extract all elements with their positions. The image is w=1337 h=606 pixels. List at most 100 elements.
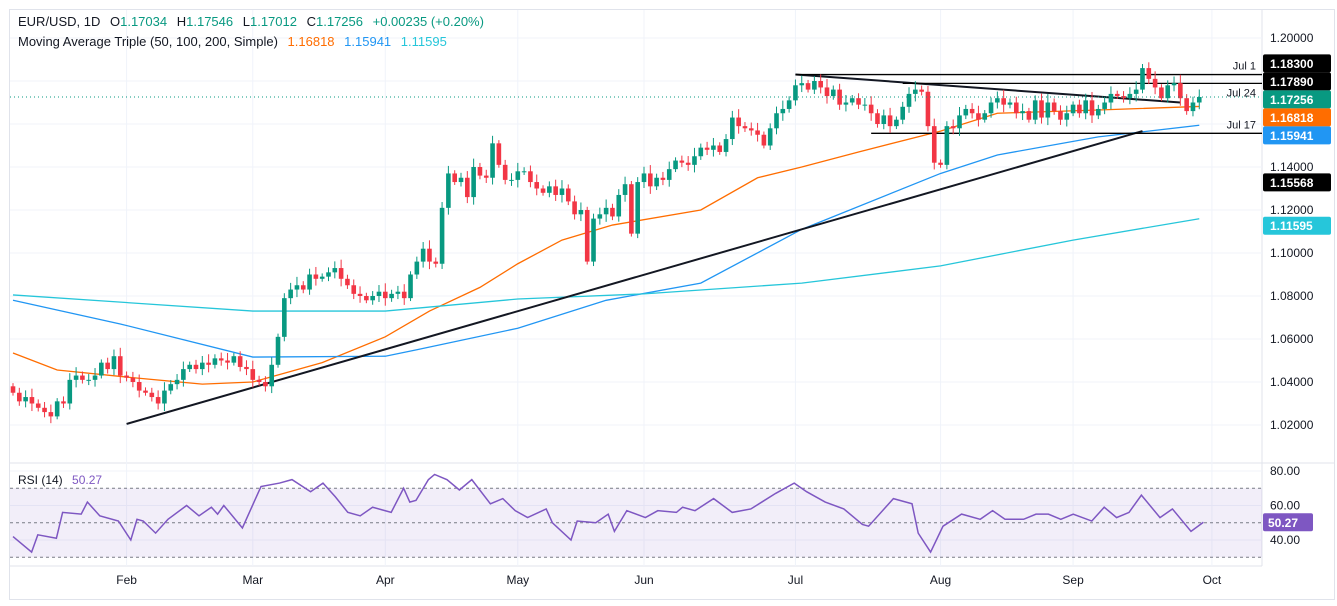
candle-down: [1121, 96, 1126, 99]
candle-down: [856, 98, 861, 105]
rsi-legend[interactable]: RSI (14) 50.27: [18, 473, 108, 487]
candle-down: [256, 379, 262, 382]
time-axis-label: Jun: [634, 573, 653, 587]
price-axis-label: 1.20000: [1270, 31, 1314, 45]
candle-up: [913, 89, 918, 94]
candle-up: [269, 364, 275, 387]
candle-down: [679, 160, 685, 163]
price-tag: [1263, 54, 1331, 73]
candle-up: [711, 145, 716, 150]
ma-label: Moving Average Triple (50, 100, 200, Sim…: [18, 34, 278, 49]
candle-up: [490, 143, 495, 178]
rsi-value-tag: [1263, 513, 1313, 532]
time-axis-label: Aug: [930, 573, 951, 587]
candle-up: [395, 291, 401, 294]
candle-down: [540, 188, 546, 193]
candle-up: [1070, 104, 1076, 114]
candle-down: [736, 117, 741, 127]
candle-up: [793, 85, 798, 101]
candle-up: [1196, 96, 1202, 103]
candle-up: [275, 336, 281, 365]
candle-down: [1051, 102, 1057, 112]
candle-up: [92, 375, 98, 380]
price-tag-label: 1.15941: [1270, 129, 1314, 143]
trendline: [126, 130, 1143, 425]
candle-up: [1102, 102, 1107, 109]
candle-up: [944, 126, 950, 165]
time-axis-label: Jul: [788, 573, 803, 587]
candle-up: [1171, 83, 1177, 86]
time-axis-label: Mar: [242, 573, 263, 587]
chart-frame: [9, 9, 1335, 600]
candle-down: [300, 285, 306, 290]
price-axis-label: 1.10000: [1270, 246, 1314, 260]
candle-down: [976, 113, 981, 120]
candle-up: [181, 369, 186, 380]
candle-down: [124, 375, 129, 378]
rsi-value: 50.27: [72, 473, 103, 487]
price-tag: [1263, 126, 1331, 145]
candle-up: [332, 268, 338, 273]
price-tag-label: 1.18300: [1270, 57, 1314, 71]
candle-down: [610, 207, 615, 217]
candle-up: [376, 291, 382, 296]
ohlc-close: C1.17256: [306, 14, 363, 29]
candle-up: [1045, 102, 1051, 118]
ma-line-sma200: [12, 218, 1200, 312]
candle-up: [906, 93, 912, 107]
candle-down: [534, 182, 540, 189]
candle-up: [843, 102, 849, 105]
price-tag: [1263, 108, 1331, 127]
time-axis-label: Apr: [376, 573, 395, 587]
candle-down: [868, 104, 874, 114]
candle-down: [1026, 111, 1032, 120]
candle-up: [231, 356, 237, 363]
candle-down: [704, 147, 710, 150]
price-tag-label: 1.17890: [1270, 75, 1314, 89]
candle-down: [313, 274, 319, 279]
candle-up: [982, 113, 988, 120]
candle-up: [1140, 68, 1145, 90]
candle-up: [547, 186, 552, 193]
candle-down: [584, 210, 590, 262]
candle-up: [849, 98, 855, 103]
candle-up: [900, 106, 906, 120]
time-axis-label: May: [506, 573, 529, 587]
candle-up: [559, 188, 565, 195]
ohlc-high: H1.17546: [176, 14, 234, 29]
candle-up: [692, 156, 697, 165]
candle-down: [351, 285, 357, 294]
price-axis-label: 1.14000: [1270, 160, 1314, 174]
candle-down: [1159, 87, 1164, 99]
candle-down: [61, 401, 66, 404]
candle-down: [483, 175, 489, 178]
candle-down: [837, 89, 842, 105]
price-tag: [1263, 90, 1331, 109]
candle-up: [635, 182, 640, 234]
candle-up: [641, 173, 647, 183]
price-axis-label: 1.12000: [1270, 203, 1314, 217]
candle-down: [742, 126, 748, 129]
price-tag: [1263, 72, 1331, 91]
candle-up: [603, 207, 609, 215]
candle-up: [1190, 102, 1196, 112]
rsi-axis-label: 40.00: [1270, 533, 1300, 547]
candle-down: [155, 397, 161, 404]
candle-down: [685, 162, 691, 165]
candle-down: [250, 369, 256, 380]
ohlc-low: L1.17012: [242, 14, 297, 29]
candle-down: [1152, 78, 1158, 88]
ma200-value: 1.11595: [400, 34, 447, 49]
candle-down: [105, 362, 110, 370]
ma-legend[interactable]: Moving Average Triple (50, 100, 200, Sim…: [18, 34, 453, 49]
candle-down: [218, 358, 224, 361]
candle-up: [73, 375, 79, 380]
candle-up: [1083, 100, 1088, 114]
candle-down: [80, 375, 85, 380]
candle-up: [282, 298, 287, 337]
candle-down: [477, 167, 483, 176]
candle-down: [1114, 93, 1120, 97]
symbol-title: EUR/USD, 1D: [18, 14, 101, 29]
candle-up: [1064, 113, 1070, 120]
